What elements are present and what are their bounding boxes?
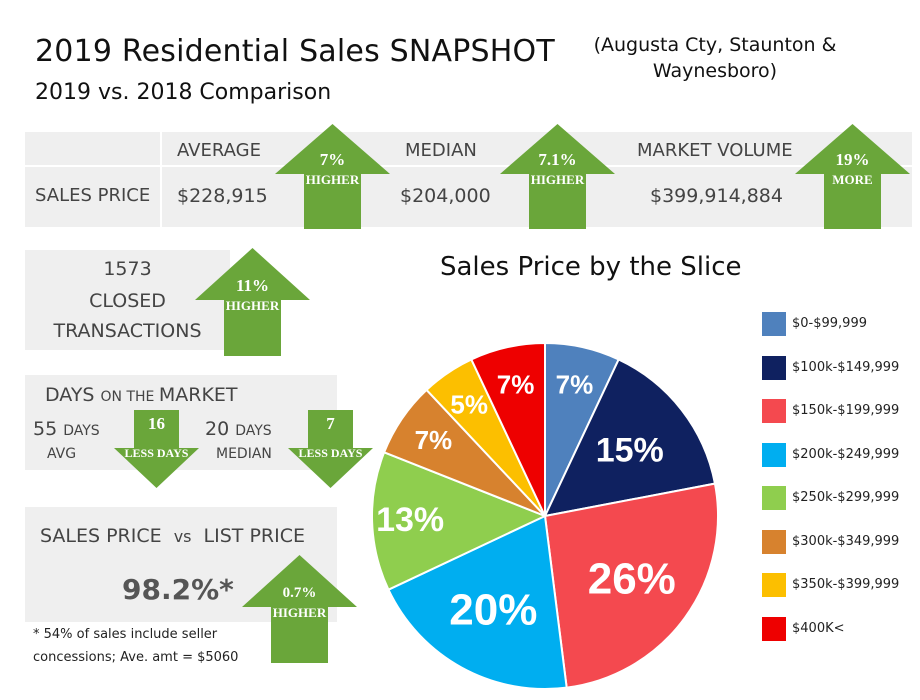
avg-days-label: AVG xyxy=(47,446,77,462)
up-arrow-icon xyxy=(795,124,910,229)
chart-title: Sales Price by the Slice xyxy=(440,252,742,282)
average-up-arrow: 7% HIGHER xyxy=(275,124,390,229)
pie-label-350k-399-999: 5% xyxy=(450,389,488,419)
legend-label: $350k-$399,999 xyxy=(792,577,900,592)
pie-slice-400k xyxy=(470,341,546,517)
median-days-change: 7 xyxy=(326,414,335,433)
legend-label: $150k-$199,999 xyxy=(792,403,900,418)
median-change-text: HIGHER xyxy=(530,172,585,187)
pie-label-0-99-999: 7% xyxy=(556,369,594,399)
up-arrow-icon xyxy=(500,124,615,229)
median-days-down-arrow: 7 LESS DAYS xyxy=(288,410,373,488)
median-days-label: MEDIAN xyxy=(216,446,272,462)
legend-swatch xyxy=(762,442,786,467)
legend-swatch xyxy=(762,486,786,510)
average-change: 7% xyxy=(319,150,346,169)
volume-change: 19% xyxy=(835,150,870,169)
transactions-count: 1573 xyxy=(103,258,152,280)
avg-days-value: 55 DAYS xyxy=(33,418,100,440)
legend-label: $250k-$299,999 xyxy=(792,490,900,505)
sales-table-col-divider xyxy=(160,132,162,227)
avg-days-down-arrow: 16 LESS DAYS xyxy=(114,410,199,488)
legend-label: $100k-$149,999 xyxy=(792,359,900,375)
pie-label-250k-299-999: 13% xyxy=(376,501,444,539)
median-up-arrow: 7.1% HIGHER xyxy=(500,124,615,229)
transactions-line2: TRANSACTIONS xyxy=(53,320,202,342)
average-change-text: HIGHER xyxy=(305,172,360,187)
comparison-subtitle: 2019 vs. 2018 Comparison xyxy=(35,80,332,105)
sales-vs-list-up-arrow: 0.7% HIGHER xyxy=(242,555,357,663)
up-arrow-icon xyxy=(275,124,390,229)
average-header: AVERAGE xyxy=(177,140,261,161)
transactions-up-arrow: 11% HIGHER xyxy=(195,248,310,356)
legend-label: $200k-$249,999 xyxy=(792,446,900,462)
pie-slice-200k-249-999 xyxy=(387,514,568,690)
down-arrow-icon xyxy=(288,410,373,488)
sales-vs-list-change-text: HIGHER xyxy=(272,605,327,620)
avg-days-change: 16 xyxy=(148,414,165,433)
location-note: (Augusta Cty, Staunton & Waynesboro) xyxy=(593,34,837,82)
median-header: MEDIAN xyxy=(405,140,477,161)
sales-vs-list-change: 0.7% xyxy=(282,585,317,601)
legend-swatch xyxy=(762,355,786,380)
pie-slice-250k-299-999 xyxy=(371,451,548,591)
pie-chart: 7% 15% 26% 20% 13% 7% 5% 7% xyxy=(371,341,719,690)
average-value: $228,915 xyxy=(177,185,268,207)
pie-slice-150k-199-999 xyxy=(543,482,719,689)
avg-days-number: 55 xyxy=(33,418,64,440)
legend-label: $300k-$349,999 xyxy=(792,533,900,549)
down-arrow-icon xyxy=(114,410,199,488)
pie-slice-100k-149-999 xyxy=(543,358,717,518)
pie-label-300k-349-999: 7% xyxy=(415,425,453,455)
transactions-change: 11% xyxy=(235,276,270,295)
avg-days-change-text: LESS DAYS xyxy=(124,446,189,460)
sales-vs-list-title: SALES PRICE vs LIST PRICE xyxy=(40,525,305,547)
legend-label: $400K< xyxy=(792,620,845,636)
volume-up-arrow: 19% MORE xyxy=(795,124,910,229)
legend-label: $0-$99,999 xyxy=(792,316,867,331)
svl-title-list: LIST PRICE xyxy=(203,525,305,547)
pie-label-400k: 7% xyxy=(497,369,535,399)
dom-title-on-the: ON THE xyxy=(100,389,159,405)
median-days-unit: DAYS xyxy=(235,423,272,439)
footnote-line2: concessions; Ave. amt = $5060 xyxy=(33,650,239,665)
median-value: $204,000 xyxy=(400,185,491,207)
up-arrow-icon xyxy=(195,248,310,356)
legend-swatch xyxy=(762,399,786,423)
transactions-change-text: HIGHER xyxy=(225,298,280,313)
pie-label-200k-249-999: 20% xyxy=(449,585,537,634)
legend-swatch xyxy=(762,616,786,641)
svl-title-vs: vs xyxy=(173,527,192,546)
transactions-line1: CLOSED xyxy=(89,290,166,312)
dom-title-days: DAYS xyxy=(45,384,101,406)
legend-swatch xyxy=(762,312,786,336)
dom-title-market: MARKET xyxy=(158,384,238,406)
median-days-change-text: LESS DAYS xyxy=(298,446,363,460)
legend-swatch xyxy=(762,573,786,597)
sales-price-row-label: SALES PRICE xyxy=(35,185,151,206)
pie-label-150k-199-999: 26% xyxy=(588,555,676,604)
market-volume-header: MARKET VOLUME xyxy=(637,140,793,161)
avg-days-unit: DAYS xyxy=(63,423,100,439)
volume-change-text: MORE xyxy=(832,172,873,187)
market-volume-value: $399,914,884 xyxy=(650,185,783,207)
days-on-market-title: DAYS ON THE MARKET xyxy=(45,384,238,406)
svl-title-sales: SALES PRICE xyxy=(40,525,162,547)
median-days-value: 20 DAYS xyxy=(205,418,272,440)
sales-vs-list-value: 98.2%* xyxy=(122,573,234,606)
legend-swatch xyxy=(762,529,786,554)
up-arrow-icon xyxy=(242,555,357,663)
pie-label-100k-149-999: 15% xyxy=(596,431,664,469)
footnote-line1: * 54% of sales include seller xyxy=(33,627,218,642)
sales-table-divider xyxy=(25,165,912,167)
median-days-number: 20 xyxy=(205,418,236,440)
median-change: 7.1% xyxy=(538,150,577,169)
page-title: 2019 Residential Sales SNAPSHOT xyxy=(35,34,555,69)
sales-table-panel xyxy=(25,132,912,227)
